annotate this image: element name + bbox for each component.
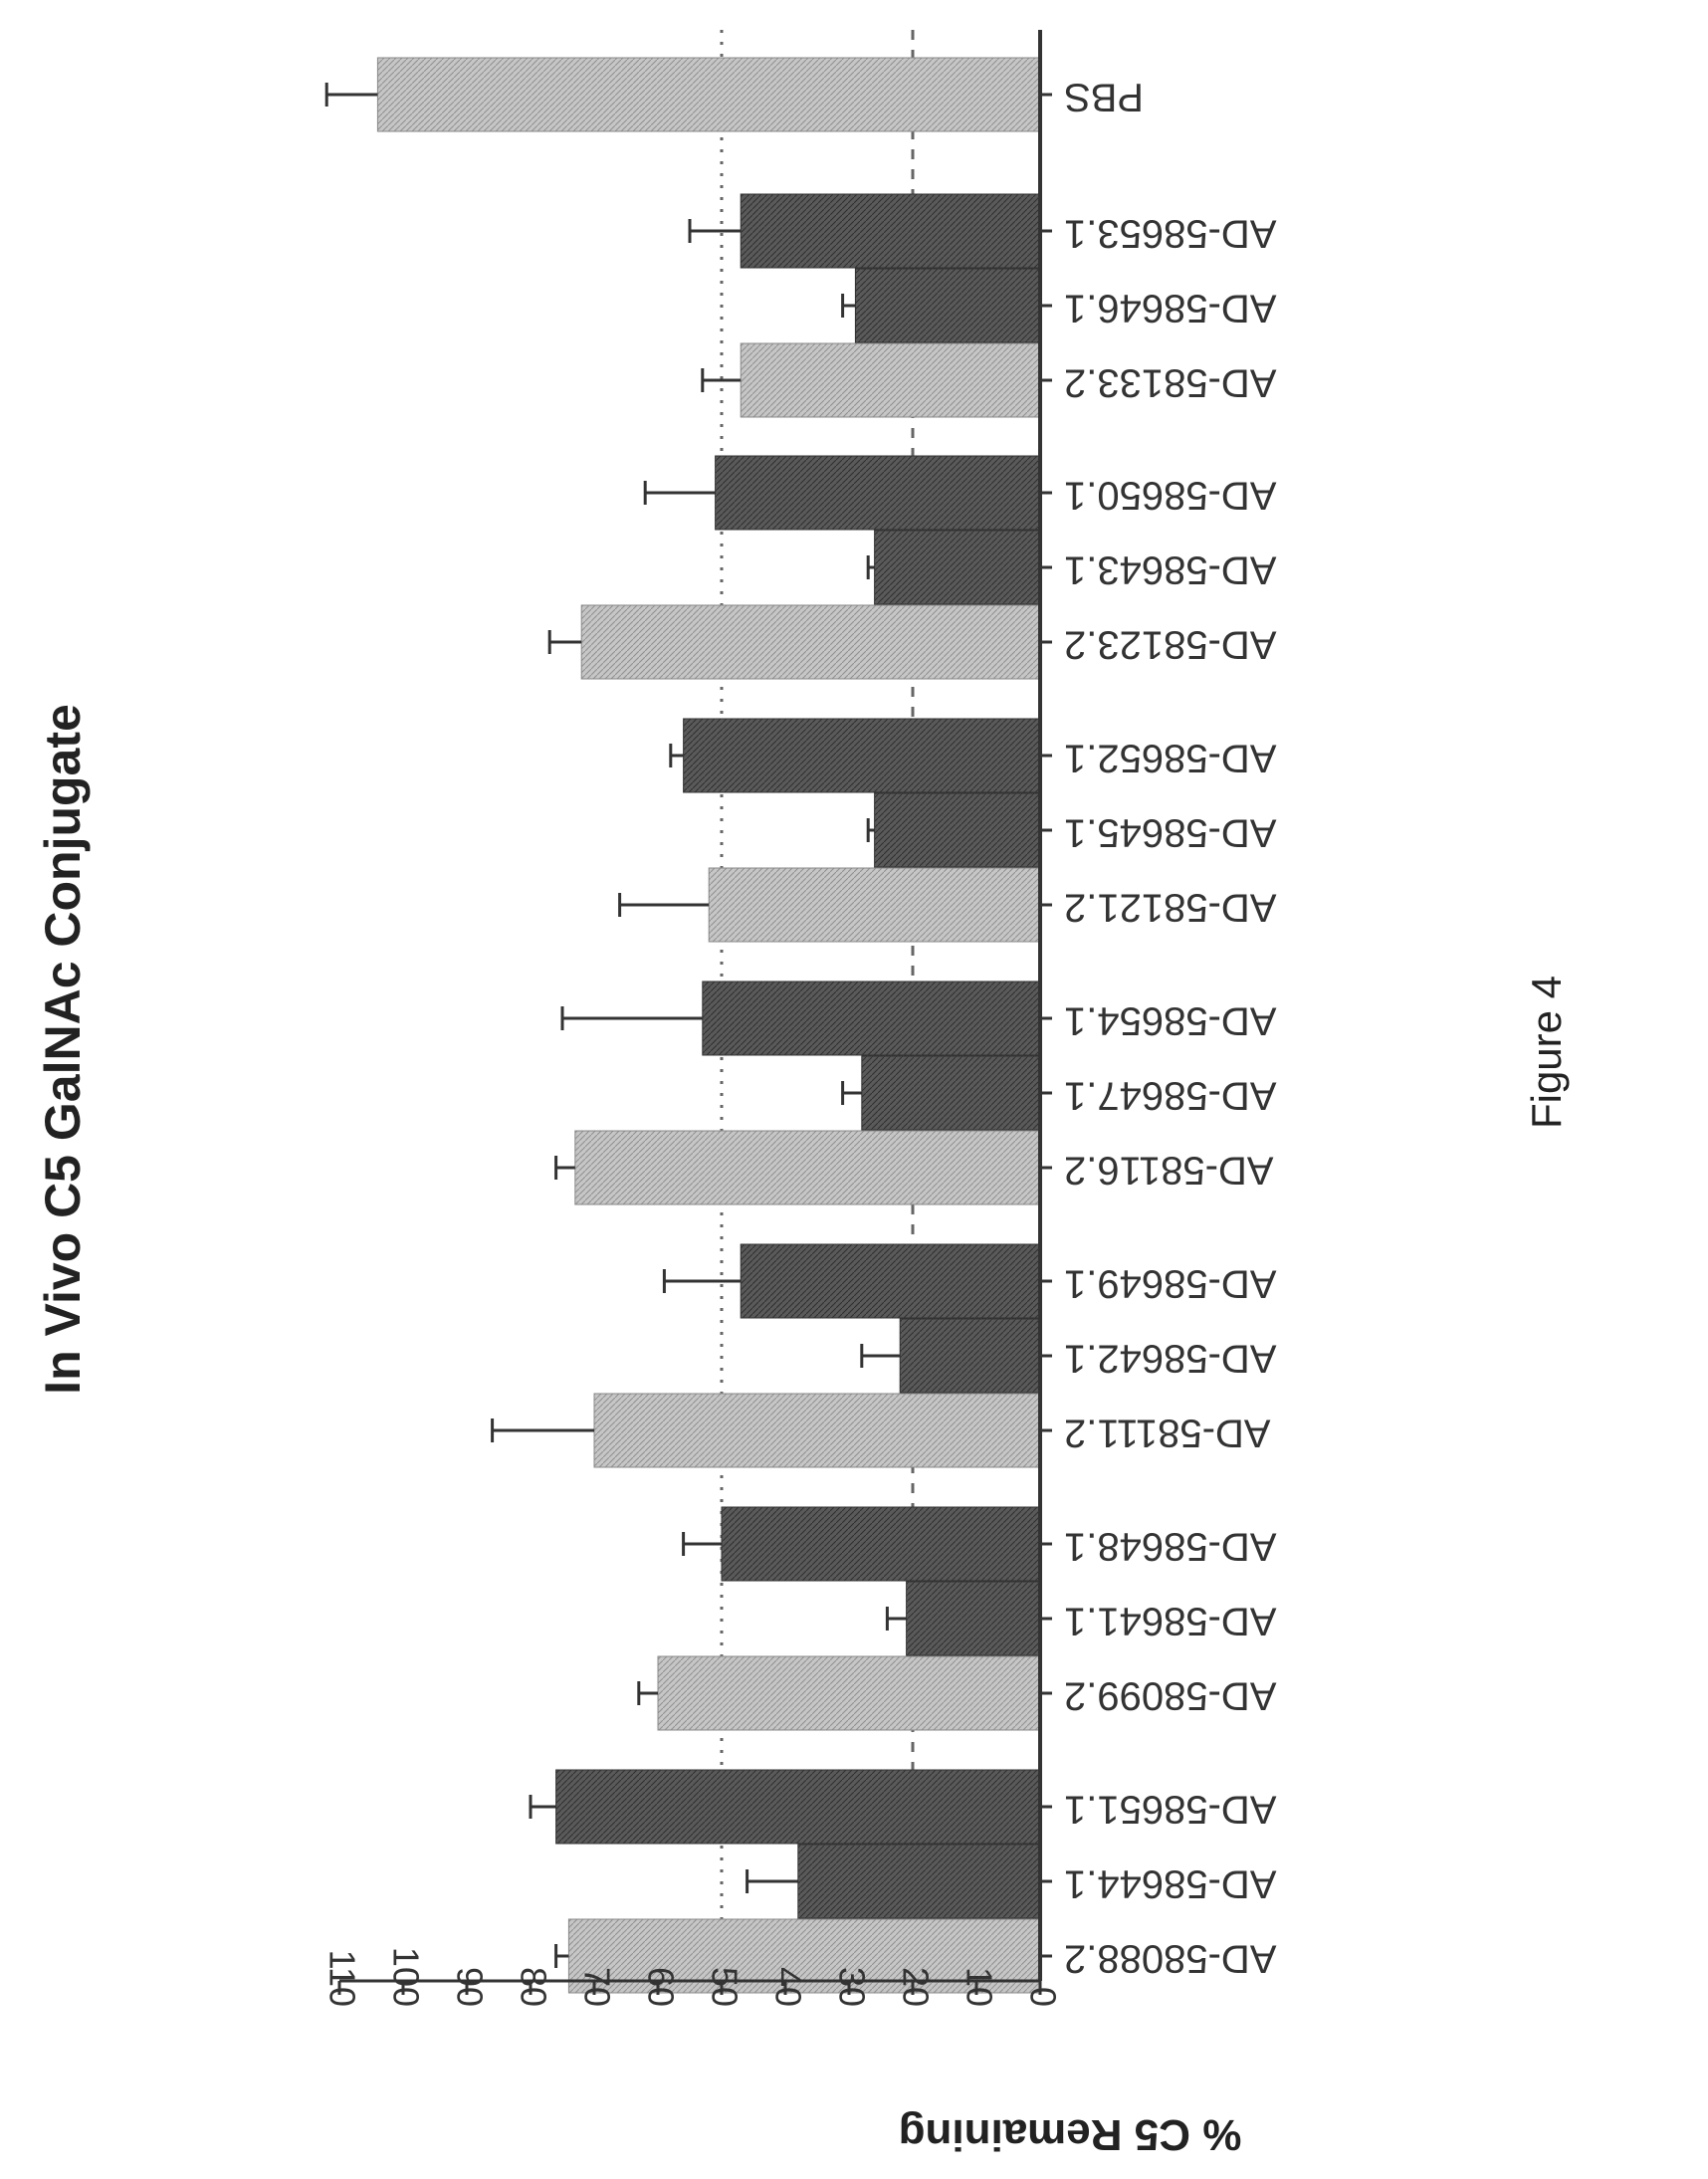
category-label-AD-58642.1: AD-58642.1 <box>1064 1336 1276 1380</box>
bar-AD-58647.1 <box>862 1056 1040 1130</box>
bar-AD-58643.1 <box>875 531 1040 604</box>
y-tick-label-30: 30 <box>831 1967 872 2007</box>
category-label-AD-58653.1: AD-58653.1 <box>1064 211 1276 255</box>
category-label-AD-58133.2: AD-58133.2 <box>1064 360 1276 404</box>
y-tick-label-80: 80 <box>513 1967 553 2007</box>
bar-AD-58654.1 <box>703 981 1040 1055</box>
bar-AD-58116.2 <box>575 1131 1040 1204</box>
y-axis-label: % C5 Remaining <box>899 2110 1242 2159</box>
category-label-AD-58641.1: AD-58641.1 <box>1064 1599 1276 1642</box>
bar-AD-58111.2 <box>594 1394 1040 1467</box>
bar-PBS <box>377 58 1040 131</box>
category-label-AD-58644.1: AD-58644.1 <box>1064 1861 1276 1905</box>
bar-AD-58652.1 <box>684 719 1040 792</box>
category-label-AD-58088.2: AD-58088.2 <box>1064 1936 1276 1980</box>
y-tick-label-60: 60 <box>640 1967 681 2007</box>
category-label-AD-58650.1: AD-58650.1 <box>1064 473 1276 517</box>
chart-title: In Vivo C5 GalNAc Conjugate <box>35 704 91 1395</box>
category-label-AD-58651.1: AD-58651.1 <box>1064 1787 1276 1831</box>
bar-AD-58648.1 <box>722 1507 1040 1581</box>
category-label-AD-58647.1: AD-58647.1 <box>1064 1073 1276 1117</box>
y-tick-label-50: 50 <box>704 1967 745 2007</box>
category-label-AD-58649.1: AD-58649.1 <box>1064 1261 1276 1305</box>
y-tick-label-40: 40 <box>767 1967 808 2007</box>
category-label-AD-58099.2: AD-58099.2 <box>1064 1673 1276 1717</box>
bar-AD-58646.1 <box>855 269 1040 342</box>
category-label-AD-58116.2: AD-58116.2 <box>1064 1148 1274 1192</box>
category-label-AD-58648.1: AD-58648.1 <box>1064 1524 1276 1568</box>
bar-AD-58651.1 <box>556 1770 1040 1844</box>
category-label-PBS: PBS <box>1064 75 1144 118</box>
category-label-AD-58652.1: AD-58652.1 <box>1064 736 1276 779</box>
bars-group <box>377 58 1040 1993</box>
bar-AD-58099.2 <box>658 1656 1040 1730</box>
bar-AD-58642.1 <box>900 1319 1040 1393</box>
bar-AD-58133.2 <box>741 343 1040 417</box>
category-label-AD-58123.2: AD-58123.2 <box>1064 622 1276 666</box>
bar-AD-58650.1 <box>716 456 1040 530</box>
category-label-AD-58643.1: AD-58643.1 <box>1064 547 1276 591</box>
category-label-AD-58654.1: AD-58654.1 <box>1064 998 1276 1042</box>
bar-AD-58644.1 <box>798 1845 1040 1918</box>
bar-AD-58653.1 <box>741 194 1040 268</box>
y-tick-label-110: 110 <box>321 1950 362 2007</box>
y-tick-label-100: 100 <box>385 1947 426 2007</box>
y-tick-label-0: 0 <box>1022 1987 1063 2007</box>
bar-AD-58121.2 <box>709 868 1040 942</box>
bar-AD-58641.1 <box>907 1582 1040 1655</box>
y-tick-label-10: 10 <box>959 1967 999 2007</box>
category-label-AD-58645.1: AD-58645.1 <box>1064 810 1276 854</box>
figure-caption: Figure 4 <box>1523 976 1570 1129</box>
category-label-AD-58121.2: AD-58121.2 <box>1064 885 1276 929</box>
bar-AD-58649.1 <box>741 1244 1040 1318</box>
bar-AD-58123.2 <box>581 605 1040 679</box>
y-tick-label-70: 70 <box>576 1967 617 2007</box>
category-labels-group: AD-58088.2 AD-58644.1 AD-58651.1 AD-58099.2… <box>1040 75 1276 1980</box>
y-tick-label-90: 90 <box>449 1967 490 2007</box>
bar-AD-58645.1 <box>875 793 1040 867</box>
category-label-AD-58646.1: AD-58646.1 <box>1064 286 1276 329</box>
y-tick-label-20: 20 <box>895 1967 936 2007</box>
category-label-AD-58111.2: AD-58111.2 <box>1064 1411 1271 1454</box>
